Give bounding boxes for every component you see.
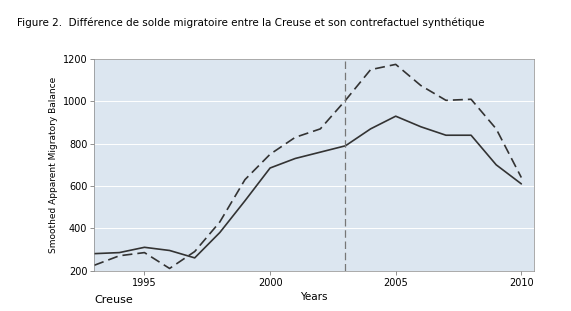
Y-axis label: Smoothed Apparent Migratory Balance: Smoothed Apparent Migratory Balance bbox=[50, 77, 58, 253]
Text: Figure 2.  Différence de solde migratoire entre la Creuse et son contrefactuel s: Figure 2. Différence de solde migratoire… bbox=[17, 17, 485, 28]
X-axis label: Years: Years bbox=[300, 292, 328, 302]
Text: Creuse: Creuse bbox=[94, 295, 133, 305]
